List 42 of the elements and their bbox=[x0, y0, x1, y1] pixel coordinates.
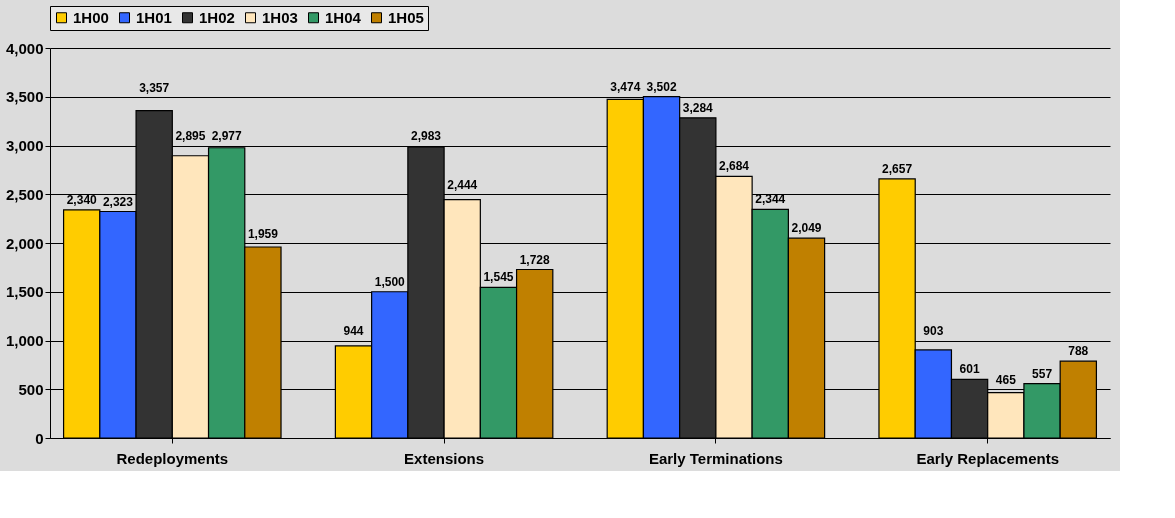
y-tick-label: 1,500 bbox=[5, 283, 44, 301]
y-tick-label: 2,500 bbox=[5, 185, 44, 203]
data-label: 1,728 bbox=[519, 252, 551, 267]
data-label: 1,545 bbox=[483, 270, 514, 285]
y-tick-label: 2,000 bbox=[5, 234, 44, 252]
y-tick-label: 4,000 bbox=[5, 39, 44, 57]
data-label: 2,977 bbox=[211, 128, 243, 143]
y-tick-label: 3,500 bbox=[5, 88, 44, 106]
legend-label: 1H01 bbox=[136, 8, 172, 26]
data-label: 1,500 bbox=[374, 274, 406, 289]
data-label: 3,474 bbox=[610, 80, 641, 95]
data-label: 557 bbox=[1032, 366, 1053, 381]
data-label: 601 bbox=[959, 362, 980, 377]
data-label: 903 bbox=[923, 323, 944, 338]
legend-label: 1H05 bbox=[388, 8, 424, 26]
data-label: 2,323 bbox=[102, 194, 134, 209]
y-tick-label: 1,000 bbox=[5, 332, 44, 349]
data-label: 2,684 bbox=[719, 159, 750, 174]
legend-label: 1H02 bbox=[199, 8, 235, 26]
data-label: 1,959 bbox=[247, 227, 279, 241]
y-tick-label: 0 bbox=[35, 429, 44, 447]
x-tick-label: Early Replacements bbox=[916, 449, 1059, 467]
x-tick-label: Early Terminations bbox=[648, 449, 783, 467]
data-label: 2,340 bbox=[66, 192, 98, 207]
data-label: 465 bbox=[995, 372, 1017, 387]
legend-label: 1H04 bbox=[325, 8, 362, 26]
data-label: 2,657 bbox=[882, 161, 913, 176]
data-label: 2,444 bbox=[447, 177, 478, 192]
y-tick-label: 3,000 bbox=[5, 137, 44, 154]
legend-label: 1H00 bbox=[73, 8, 109, 26]
data-label: 2,983 bbox=[410, 129, 442, 144]
data-label: 944 bbox=[343, 323, 364, 338]
data-label: 3,284 bbox=[682, 100, 714, 115]
data-label: 788 bbox=[1068, 344, 1089, 359]
data-label: 2,895 bbox=[175, 128, 206, 143]
x-tick-label: Redeployments bbox=[116, 449, 229, 467]
data-label: 2,049 bbox=[791, 221, 822, 236]
data-label: 3,502 bbox=[646, 79, 677, 94]
y-tick-label: 500 bbox=[18, 380, 44, 398]
data-label: 3,357 bbox=[139, 80, 170, 95]
x-tick-label: Extensions bbox=[404, 449, 485, 467]
legend-label: 1H03 bbox=[262, 8, 298, 26]
